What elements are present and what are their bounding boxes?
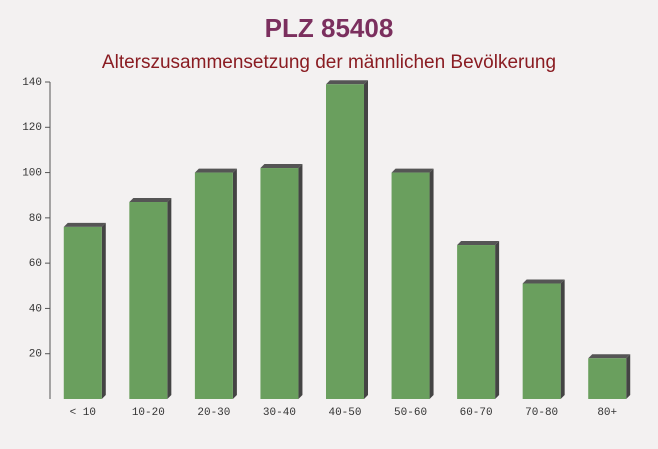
y-tick-label: 20 bbox=[29, 349, 42, 361]
y-tick-label: 120 bbox=[22, 122, 42, 134]
bar bbox=[129, 202, 168, 399]
bar-top bbox=[63, 222, 106, 227]
y-tick-label: 40 bbox=[29, 303, 42, 315]
bar-side bbox=[495, 241, 500, 399]
x-tick-label: 40-50 bbox=[328, 407, 361, 419]
bar-side bbox=[626, 354, 631, 399]
y-tick-label: 100 bbox=[22, 167, 42, 179]
bar-top bbox=[522, 279, 565, 284]
bar-side bbox=[560, 279, 565, 399]
bar-side bbox=[101, 222, 106, 399]
bar bbox=[457, 245, 496, 399]
bar bbox=[326, 84, 364, 399]
bar-top bbox=[391, 168, 434, 173]
bar-top bbox=[194, 168, 237, 173]
bar-top bbox=[260, 164, 303, 169]
y-tick-label: 140 bbox=[22, 77, 42, 89]
bar-top bbox=[588, 354, 631, 359]
bar bbox=[522, 283, 561, 399]
x-tick-label: 50-60 bbox=[394, 407, 427, 419]
bar-side bbox=[364, 80, 368, 399]
y-tick-label: 80 bbox=[29, 213, 42, 225]
x-tick-label: 20-30 bbox=[197, 407, 230, 419]
bar-side bbox=[429, 168, 434, 399]
bar bbox=[63, 226, 102, 399]
x-tick-label: 70-80 bbox=[525, 407, 558, 419]
y-tick-label: 60 bbox=[29, 258, 42, 270]
bar-side bbox=[232, 168, 237, 399]
bar-side bbox=[167, 198, 172, 399]
x-tick-label: < 10 bbox=[70, 407, 96, 419]
bar bbox=[391, 172, 430, 399]
chart-subtitle: Alterszusammensetzung der männlichen Bev… bbox=[102, 52, 556, 73]
chart-title: PLZ 85408 bbox=[265, 13, 394, 43]
x-tick-label: 30-40 bbox=[263, 407, 296, 419]
bar-side bbox=[298, 164, 303, 399]
x-tick-label: 80+ bbox=[597, 407, 617, 419]
bar bbox=[194, 172, 233, 399]
bar bbox=[260, 168, 299, 399]
bar-top bbox=[326, 80, 368, 85]
x-tick-label: 10-20 bbox=[132, 407, 165, 419]
bar bbox=[588, 358, 627, 399]
bar-top bbox=[457, 241, 500, 246]
x-tick-label: 60-70 bbox=[460, 407, 493, 419]
bar-top bbox=[129, 198, 172, 203]
